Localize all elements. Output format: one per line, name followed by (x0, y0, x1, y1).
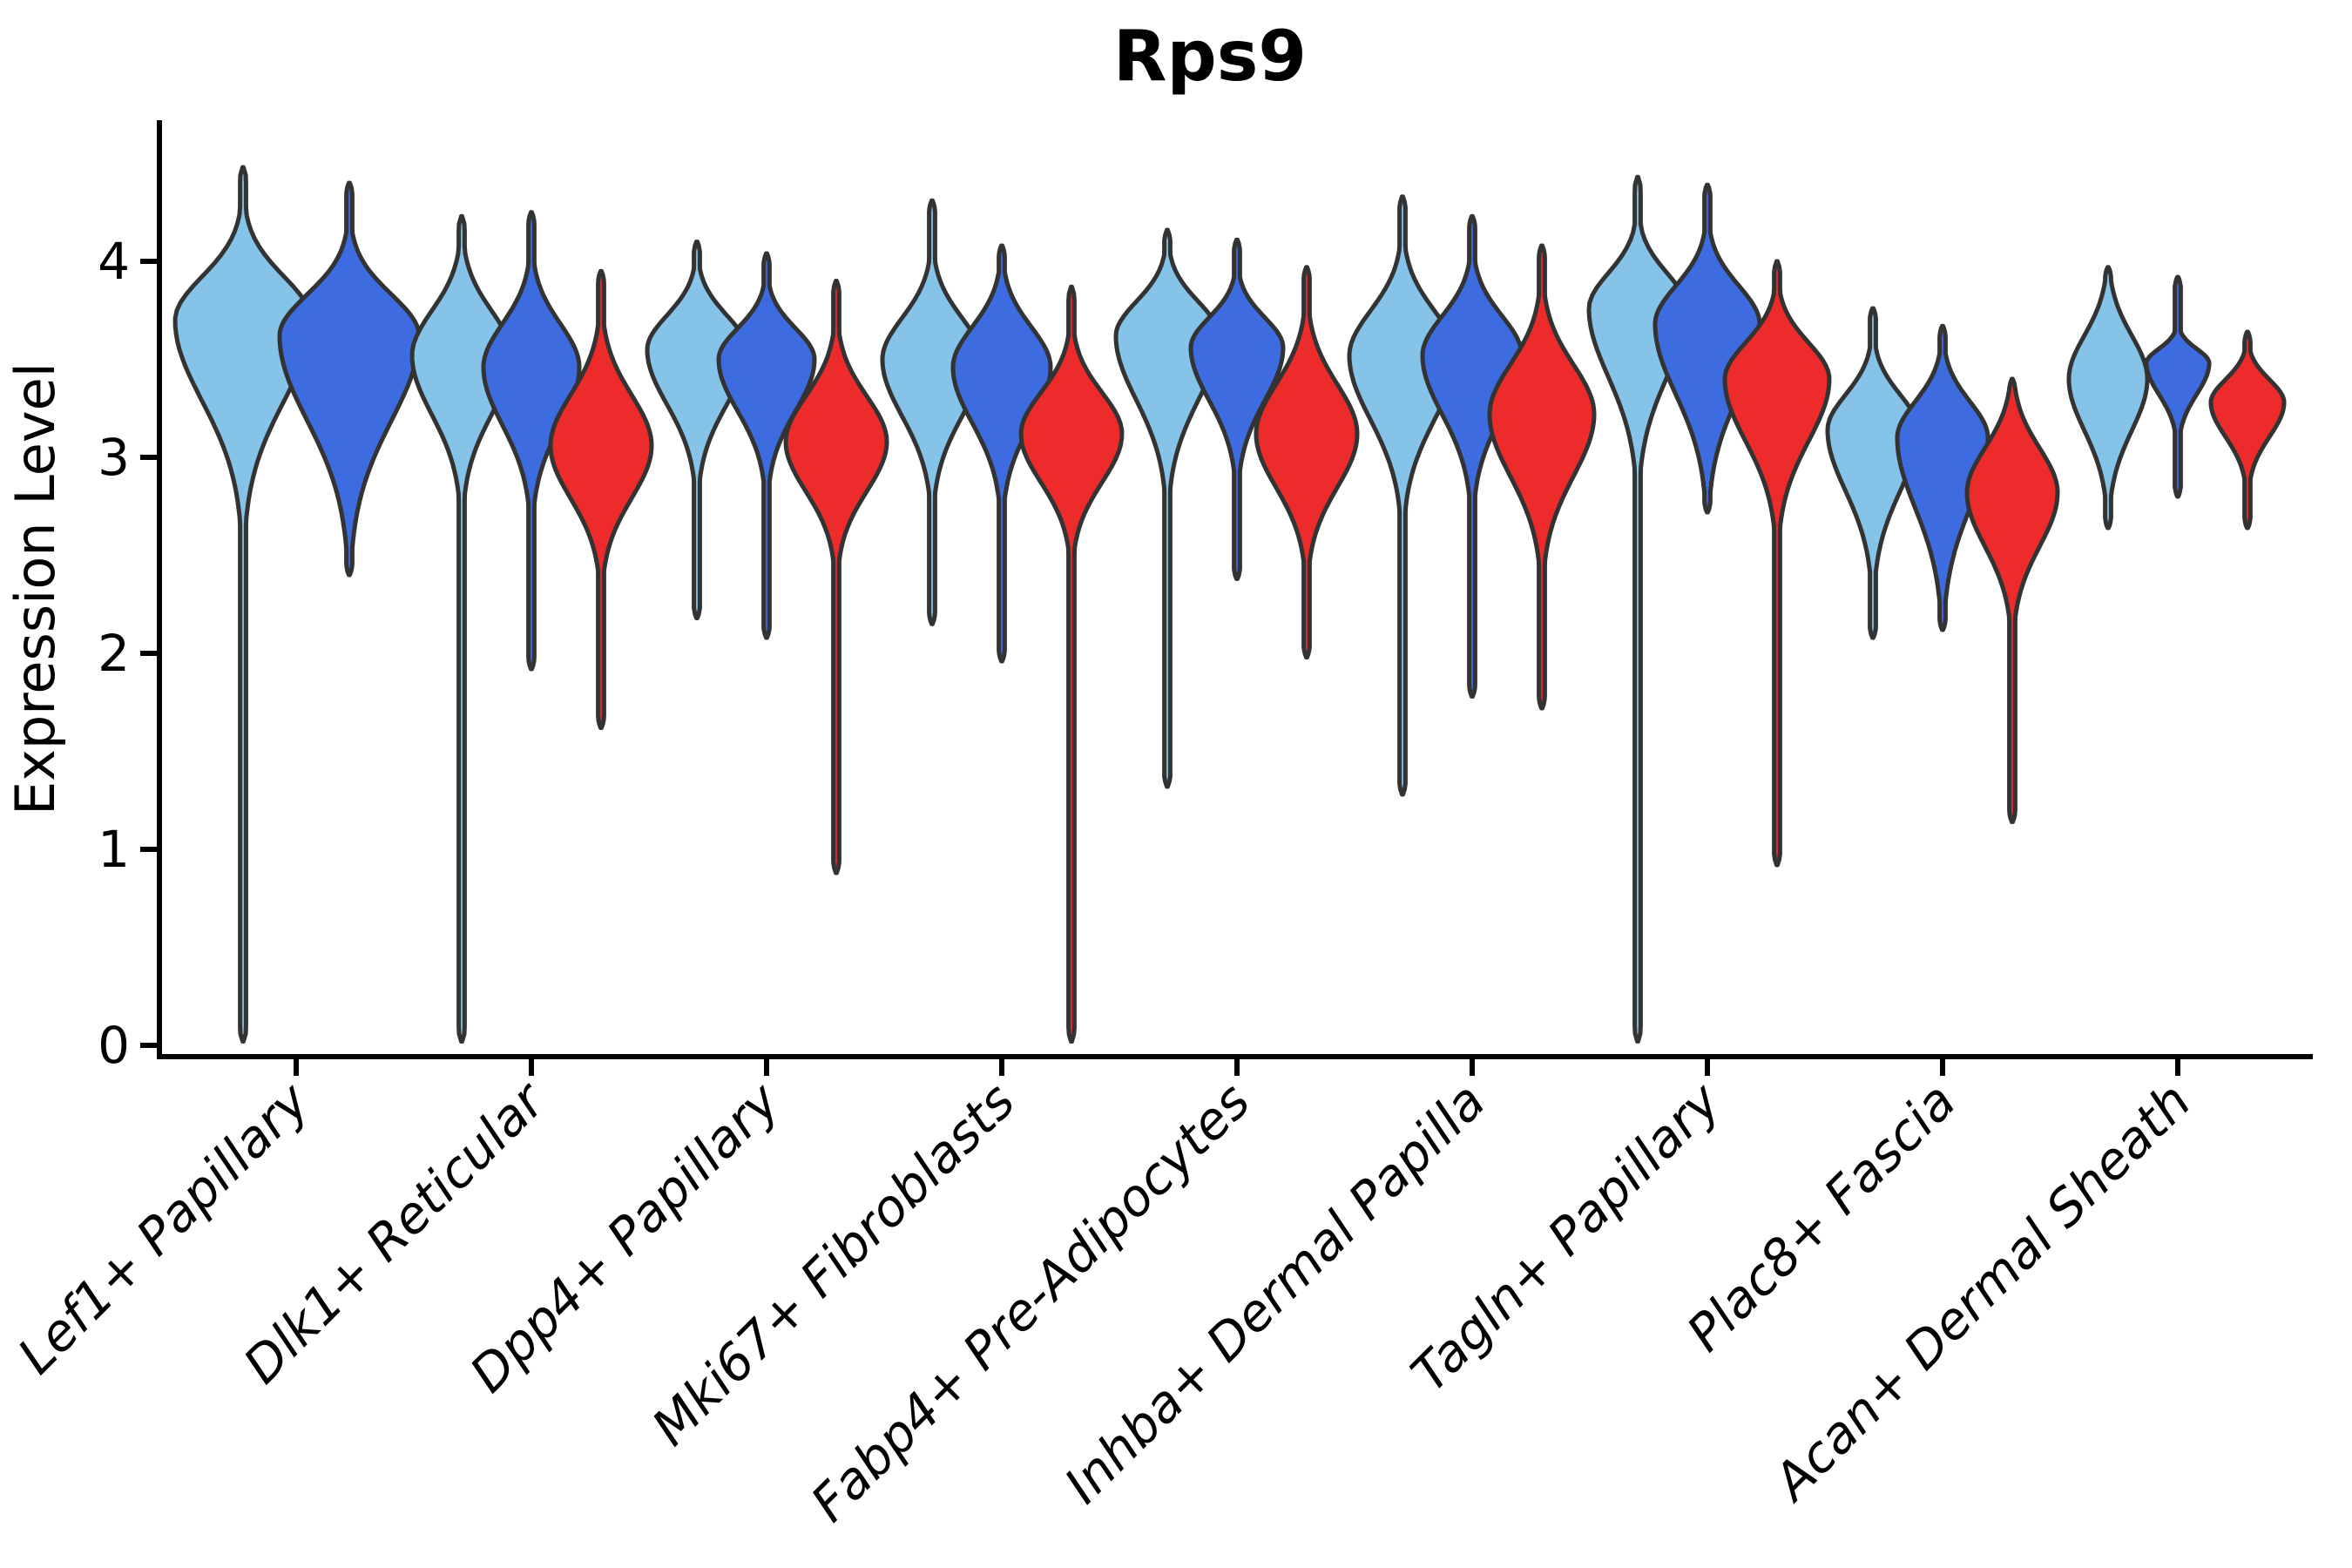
violin-red (1254, 265, 1360, 659)
violin-lightblue (1347, 194, 1458, 797)
violin-group (2066, 265, 2287, 531)
violin-blue (716, 251, 817, 640)
violin-lightblue (172, 165, 314, 1044)
violin-red (1018, 284, 1125, 1044)
violin-group (1586, 174, 1832, 1044)
y-tick-label: 1 (98, 820, 130, 879)
violin-lightblue (1586, 174, 1689, 1044)
violin-blue (950, 243, 1053, 664)
y-tick-label: 4 (98, 232, 130, 291)
violin-blue (2144, 274, 2212, 499)
violin-blue (1420, 213, 1524, 699)
violin-red (548, 268, 654, 730)
chart-title: Rps9 (1113, 16, 1307, 97)
violin-group (1347, 194, 1597, 797)
violin-blue (1895, 323, 1990, 632)
x-tick-label: Fabp4+ Pre-Adipocytes (800, 1071, 1261, 1533)
violin-red (783, 279, 889, 875)
violin-lightblue (1825, 306, 1921, 640)
y-axis-label: Expression Level (3, 362, 67, 815)
violin-group (1113, 227, 1360, 789)
violin-lightblue (880, 198, 984, 626)
violin-blue (277, 180, 422, 578)
violin-red (1964, 376, 2060, 824)
violin-group (409, 210, 654, 1044)
violin-blue (1188, 237, 1286, 581)
violin-blue (481, 210, 582, 672)
violin-red (1722, 259, 1832, 868)
violin-red (2208, 329, 2287, 531)
violin-group (1825, 306, 2060, 824)
y-tick-label: 2 (98, 624, 130, 683)
violin-lightblue (409, 213, 514, 1044)
violin-lightblue (2066, 265, 2150, 531)
violin-red (1487, 243, 1597, 711)
x-tick-label: Acan+ Dermal Sheath (1760, 1071, 2202, 1514)
violin-lightblue (1113, 227, 1221, 789)
violin-group (172, 165, 422, 1044)
y-tick-label: 3 (98, 428, 130, 487)
violin-lightblue (645, 240, 749, 620)
x-tick-label: Inhba+ Dermal Papilla (1053, 1071, 1497, 1515)
violin-group (880, 198, 1125, 1044)
y-tick-label: 0 (98, 1016, 130, 1075)
violin-group (645, 240, 889, 875)
